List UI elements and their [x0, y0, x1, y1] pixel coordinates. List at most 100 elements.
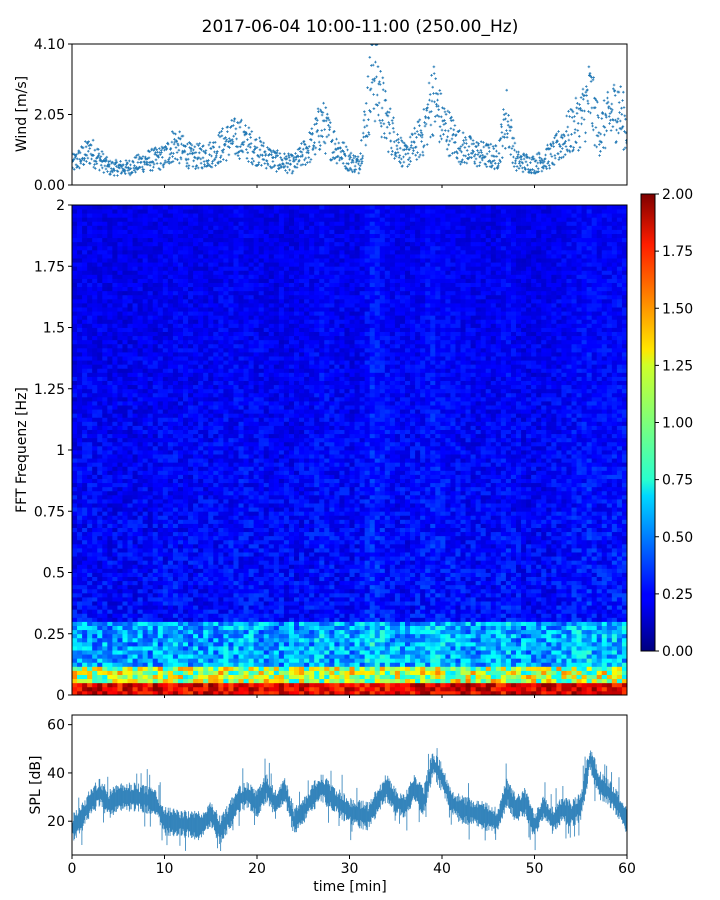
spectrogram-cell [490, 605, 497, 610]
spectrogram-cell [97, 678, 103, 684]
spectrogram-cell [430, 601, 436, 606]
wind-point [388, 123, 391, 126]
spectrogram-cell [294, 633, 300, 639]
spectrogram-cell [405, 621, 411, 626]
spectrogram-cell [354, 572, 360, 577]
spectrogram-cell [379, 678, 386, 684]
spectrogram-cell [389, 584, 396, 590]
spectrogram-cell [309, 646, 315, 651]
spectrogram-cell [455, 641, 461, 647]
spectrogram-cell [556, 621, 562, 626]
spectrogram-cell [435, 601, 441, 606]
spectrogram-cell [354, 605, 360, 610]
wind-point [159, 153, 162, 156]
wind-point [363, 113, 367, 117]
wind-point [358, 168, 362, 171]
wind-point [620, 106, 623, 110]
spectrogram-cell [566, 658, 572, 663]
spectrogram-cell [137, 674, 144, 680]
spectrogram-cell [248, 654, 255, 659]
wind-point [360, 139, 363, 142]
spectrogram-cell [606, 597, 613, 602]
spectrogram-cell [193, 576, 199, 582]
spectrogram-cell [475, 609, 482, 614]
spectrogram-cell [294, 670, 300, 675]
spectrogram-cell [384, 564, 391, 569]
wind-point [594, 126, 598, 129]
spectrogram-cell [475, 568, 482, 573]
spectrogram-cell [415, 580, 421, 586]
spectrogram-cell [500, 658, 507, 663]
spectrogram-cell [561, 588, 567, 594]
spectrogram-cell [172, 621, 179, 626]
wind-point [329, 121, 332, 124]
spectrogram-cell [288, 678, 295, 684]
wind-point [590, 76, 593, 79]
spectrogram-cell [606, 580, 613, 586]
spectrogram-cell [172, 625, 179, 631]
spectrogram-cell [132, 572, 138, 577]
wind-point [148, 150, 151, 153]
spectrogram-cell [137, 576, 144, 582]
spectrogram-cell [324, 678, 330, 684]
wind-point [251, 162, 254, 166]
spectrogram-cell [97, 588, 103, 594]
spectrogram-cell [107, 576, 113, 582]
spectrogram-cell [536, 686, 542, 692]
spectrogram-cell [248, 641, 255, 647]
spectrogram-cell [516, 633, 522, 639]
spectrogram-cell [198, 682, 204, 688]
spectrogram-cell [188, 625, 194, 631]
spectrogram-cell [415, 584, 421, 590]
wind-point [296, 162, 299, 166]
spectrogram-cell [97, 637, 103, 643]
spectrogram-cell [288, 588, 295, 594]
spectrogram-cell [460, 576, 466, 582]
wind-point [459, 145, 463, 148]
spectrogram-cell [389, 690, 396, 695]
spectrogram-cell [425, 654, 431, 659]
spectrogram-cell [167, 580, 174, 586]
wind-point [133, 164, 136, 167]
wind-point [221, 127, 224, 130]
spectrogram-cell [87, 601, 93, 606]
wind-point [539, 160, 543, 164]
spectrogram-cell [516, 682, 522, 688]
spectrogram-cell [188, 588, 194, 594]
spectrogram-cell [561, 641, 567, 647]
spectrogram-cell [510, 650, 517, 655]
spectrogram-cell [127, 629, 133, 635]
spectrogram-cell [556, 601, 562, 606]
spectrogram-cell [132, 588, 138, 594]
spectrogram-cell [384, 568, 391, 573]
spectrogram-cell [324, 621, 330, 626]
spectrogram-cell [97, 650, 103, 655]
spectrogram-cell [354, 654, 360, 659]
spectrogram-cell [102, 625, 108, 631]
spectrogram-cell [495, 682, 502, 688]
spectrogram-cell [470, 686, 477, 692]
wind-point [510, 147, 514, 150]
spectrogram-cell [72, 670, 78, 675]
spectrogram-cell [283, 592, 290, 598]
spectrogram-cell [596, 633, 603, 639]
spectrogram-cell [122, 637, 128, 643]
wind-point [616, 117, 620, 121]
spectrogram-cell [445, 670, 451, 675]
spectrogram-cell [405, 686, 411, 692]
spectrogram-cell [505, 605, 512, 610]
spectrogram-cell [505, 601, 512, 606]
spectrogram-cell [263, 666, 270, 671]
spectrogram-cell [283, 666, 290, 671]
spectrogram-cell [304, 605, 310, 610]
spectrogram-cell [127, 662, 133, 667]
spectrogram-cell [531, 572, 537, 577]
spectrogram-cell [616, 584, 623, 590]
spectrogram-cell [606, 588, 613, 594]
spectrogram-cell [475, 690, 482, 695]
spectrogram-cell [591, 601, 598, 606]
spectrogram-cell [294, 601, 300, 606]
wind-point [245, 132, 248, 136]
spectrogram-cell [399, 625, 406, 631]
spectrogram-cell [167, 670, 174, 675]
